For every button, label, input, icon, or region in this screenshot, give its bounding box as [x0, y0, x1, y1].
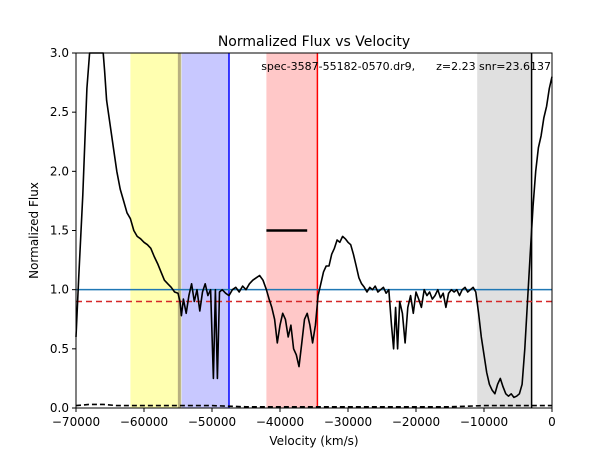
series-line-1: [75, 403, 552, 408]
horizontal-lines: [76, 288, 552, 303]
chart-title: Normalized Flux vs Velocity: [218, 34, 410, 50]
y-axis-label: Normalized Flux: [27, 182, 41, 279]
x-axis-ticks: −70000 −60000 −50000 −40000 −30000 −20000 −100…: [52, 408, 556, 429]
y-tick-label: 0.0: [50, 401, 69, 415]
x-tick-label: −70000: [52, 415, 100, 429]
x-tick-label: −50000: [188, 415, 236, 429]
series-group: [75, 52, 553, 408]
series-line-0: [75, 52, 553, 399]
x-tick-label: −40000: [256, 415, 304, 429]
y-tick-label: 0.5: [50, 342, 69, 356]
y-tick-label: 3.0: [50, 46, 69, 60]
shaded-band-1: [181, 53, 229, 408]
vertical-lines: [177, 53, 533, 408]
x-tick-label: −60000: [120, 415, 168, 429]
x-tick-label: −10000: [460, 415, 508, 429]
x-tick-label: −20000: [392, 415, 440, 429]
x-tick-label: −30000: [324, 415, 372, 429]
shaded-band-3: [477, 53, 532, 408]
y-tick-label: 1.0: [50, 283, 69, 297]
spectrum-annotation: spec-3587-55182-0570.dr9, z=2.23 snr=23.…: [261, 60, 551, 73]
x-axis-label: Velocity (km/s): [269, 434, 358, 448]
y-tick-label: 2.5: [50, 105, 69, 119]
shaded-bands: [130, 53, 532, 408]
y-tick-label: 2.0: [50, 164, 69, 178]
y-axis-ticks: 0.0 0.5 1.0 1.5 2.0 2.5 3.0: [50, 46, 76, 415]
x-tick-label: 0: [548, 415, 556, 429]
y-tick-label: 1.5: [50, 224, 69, 238]
shaded-band-0: [130, 53, 182, 408]
